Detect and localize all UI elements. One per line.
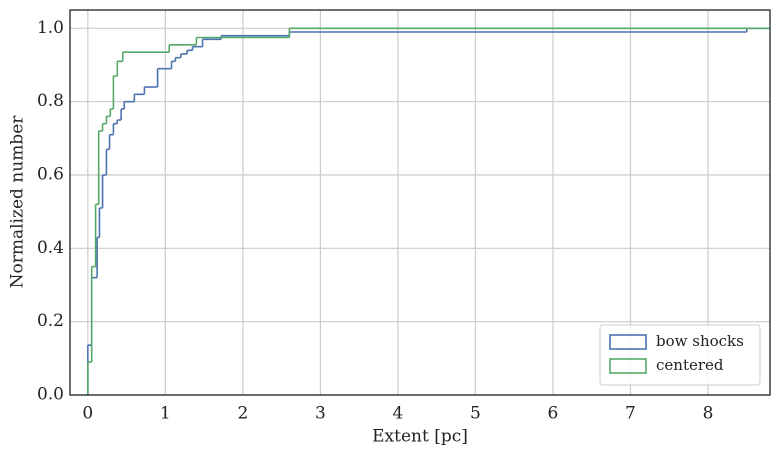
y-tick-label: 1.0 [37, 18, 64, 38]
x-tick-label: 1 [160, 404, 171, 424]
legend-swatch [609, 334, 647, 350]
x-tick-label: 7 [625, 404, 636, 424]
y-tick-label: 0.8 [37, 91, 64, 111]
x-tick-label: 0 [82, 404, 93, 424]
x-tick-label: 6 [548, 404, 559, 424]
plot-frame [69, 9, 771, 396]
legend-swatch [609, 358, 647, 374]
y-tick-label: 0.4 [37, 238, 64, 258]
x-tick-label: 4 [392, 404, 403, 424]
legend-box [599, 324, 761, 386]
x-axis-label: Extent [pc] [372, 427, 468, 447]
y-tick-label: 0.6 [37, 165, 64, 185]
legend-label: centered [656, 356, 724, 374]
legend-label: bow shocks [656, 332, 744, 350]
x-tick-label: 5 [470, 404, 481, 424]
y-tick-label: 0.2 [37, 311, 64, 331]
x-tick-label: 2 [237, 404, 248, 424]
x-tick-label: 8 [703, 404, 714, 424]
x-tick-label: 3 [315, 404, 326, 424]
y-axis-label: Normalized number [8, 115, 28, 289]
y-tick-label: 0.0 [37, 385, 64, 405]
